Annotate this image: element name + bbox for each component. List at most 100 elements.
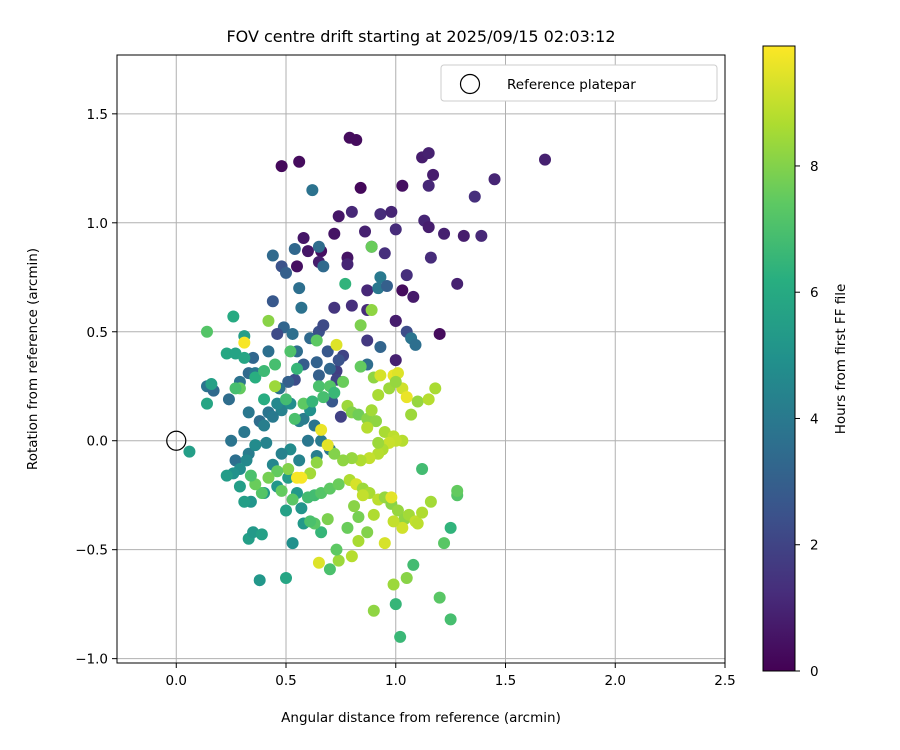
data-point <box>405 408 418 421</box>
data-point <box>424 251 437 264</box>
data-point <box>290 260 303 273</box>
data-point <box>258 393 271 406</box>
reference-marker <box>166 430 187 451</box>
data-point <box>332 210 345 223</box>
y-tick-label: 0.5 <box>87 325 108 341</box>
data-point <box>438 227 451 240</box>
data-point <box>365 303 378 316</box>
data-point <box>297 412 310 425</box>
data-point <box>400 572 413 585</box>
data-point <box>323 362 336 375</box>
data-point <box>225 434 238 447</box>
data-point <box>387 515 400 528</box>
legend-marker-open-circle-icon <box>459 73 481 95</box>
data-point <box>372 388 385 401</box>
data-point <box>284 345 297 358</box>
data-point <box>205 378 218 391</box>
data-point <box>229 382 242 395</box>
data-point <box>444 613 457 626</box>
data-point <box>247 351 260 364</box>
colorbar-tick-label: 4 <box>810 411 819 427</box>
data-point <box>297 232 310 245</box>
data-point <box>339 277 352 290</box>
data-point <box>304 515 317 528</box>
plot-frame <box>116 54 726 664</box>
data-point <box>312 240 325 253</box>
data-point <box>306 395 319 408</box>
data-point <box>332 478 345 491</box>
data-point <box>233 480 246 493</box>
data-point <box>293 454 306 467</box>
data-point <box>365 404 378 417</box>
data-point <box>361 334 374 347</box>
data-point <box>280 266 293 279</box>
colorbar-tick-label: 0 <box>810 664 819 680</box>
data-point <box>244 469 257 482</box>
data-point <box>374 271 387 284</box>
data-point <box>370 415 383 428</box>
data-point <box>367 604 380 617</box>
grid-lines <box>117 55 726 663</box>
data-point <box>328 227 341 240</box>
y-tick-label: −1.0 <box>75 652 108 668</box>
data-point <box>240 454 253 467</box>
data-point <box>367 508 380 521</box>
data-point <box>400 269 413 282</box>
data-point <box>332 554 345 567</box>
data-point <box>220 347 233 360</box>
data-point <box>422 147 435 160</box>
data-point <box>389 314 402 327</box>
data-point <box>332 354 345 367</box>
data-point <box>488 173 501 186</box>
data-point <box>269 358 282 371</box>
data-point <box>345 205 358 218</box>
data-point <box>385 205 398 218</box>
data-point <box>321 439 334 452</box>
x-tick-label: 0.5 <box>275 673 296 689</box>
y-tick-label: 1.5 <box>87 107 108 123</box>
data-point <box>282 375 295 388</box>
data-point <box>310 356 323 369</box>
data-point <box>222 393 235 406</box>
data-point <box>374 369 387 382</box>
data-point <box>424 495 437 508</box>
data-point <box>400 391 413 404</box>
data-point <box>262 314 275 327</box>
colorbar-tick-label: 2 <box>810 538 819 554</box>
data-point <box>238 351 251 364</box>
y-tick-label: 0.0 <box>87 434 108 450</box>
data-point <box>457 229 470 242</box>
data-point <box>380 279 393 292</box>
x-tick-label: 1.0 <box>385 673 406 689</box>
data-point <box>354 181 367 194</box>
data-point <box>280 572 293 585</box>
x-tick-label: 2.5 <box>714 673 735 689</box>
data-point <box>306 184 319 197</box>
data-point <box>356 489 369 502</box>
data-point <box>361 421 374 434</box>
data-point <box>451 484 464 497</box>
data-point <box>337 375 350 388</box>
data-point <box>315 526 328 539</box>
data-point <box>301 245 314 258</box>
data-point <box>315 423 328 436</box>
data-point <box>288 412 301 425</box>
data-point <box>394 630 407 643</box>
data-point <box>317 260 330 273</box>
data-point <box>374 208 387 221</box>
data-point <box>378 537 391 550</box>
y-axis-label: Rotation from reference (arcmin) <box>25 248 41 470</box>
data-point <box>411 395 424 408</box>
data-point <box>323 563 336 576</box>
data-point <box>350 133 363 146</box>
data-point <box>407 558 420 571</box>
data-point <box>429 382 442 395</box>
data-point <box>433 327 446 340</box>
y-tick-label: −0.5 <box>75 543 108 559</box>
data-point <box>271 465 284 478</box>
data-point <box>396 179 409 192</box>
data-points <box>183 131 552 643</box>
data-point <box>407 290 420 303</box>
data-point <box>321 513 334 526</box>
colorbar-gradient <box>762 45 796 672</box>
